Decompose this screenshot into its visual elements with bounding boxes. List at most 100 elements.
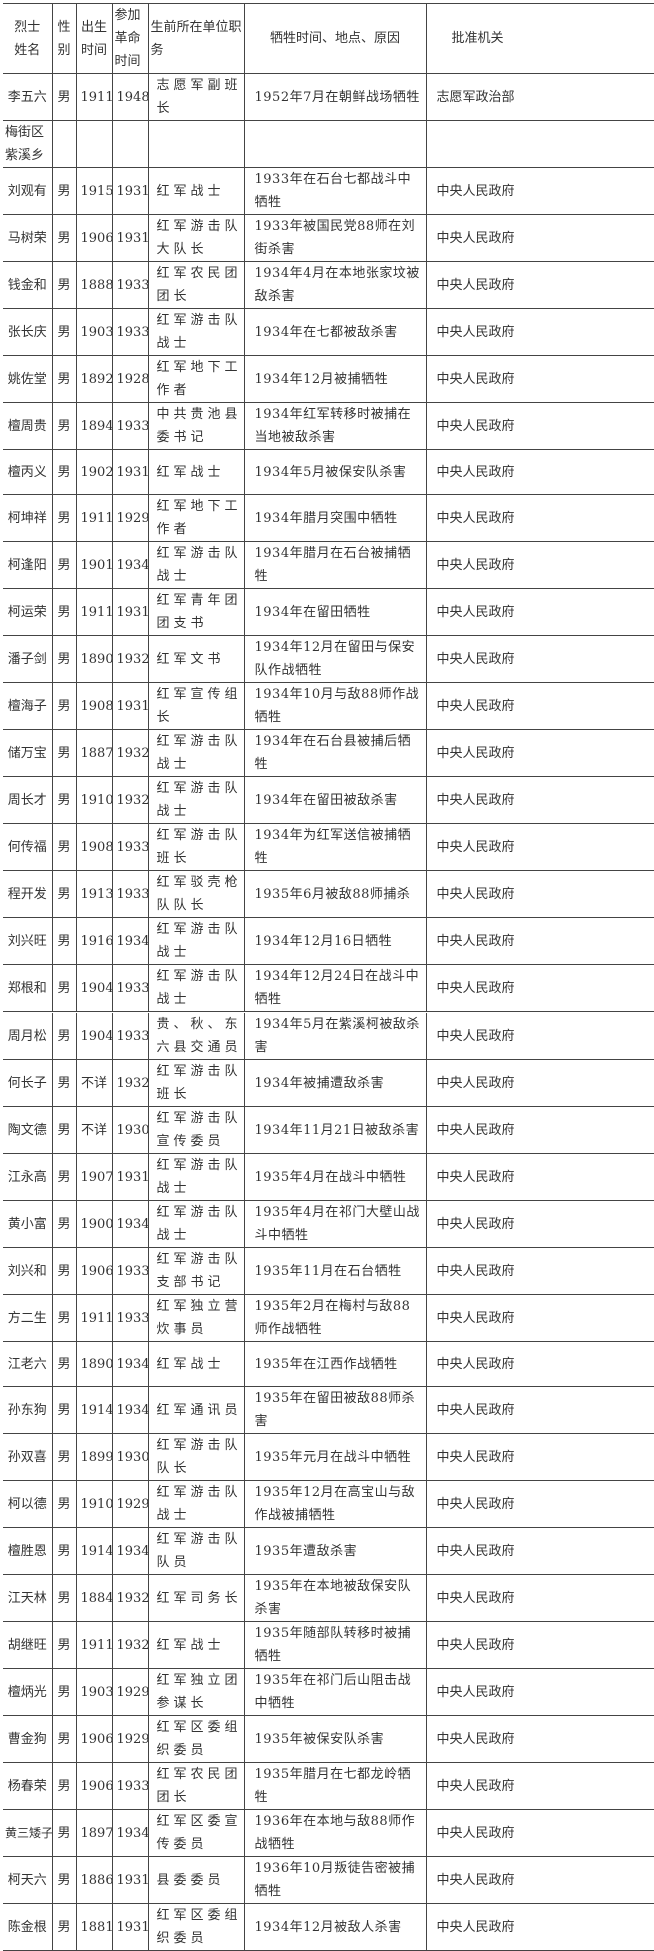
cell-death-details: 1936年10月叛徒告密被捕牺牲 <box>243 1856 426 1905</box>
cell-gender: 男 <box>51 1809 76 1858</box>
cell-birth-year: 1902 <box>75 449 112 496</box>
cell-death-details: 1934年被捕遭敌杀害 <box>243 1059 426 1107</box>
cell-birth-year: 1901 <box>75 541 112 590</box>
cell-approving-authority: 中央人民政府 <box>425 1668 654 1717</box>
cell-join-year: 1931 <box>111 1856 148 1905</box>
cell-position: 红军游击队战士 <box>147 1153 244 1201</box>
cell-position: 红军独立团参谋长 <box>147 1668 244 1717</box>
cell-name: 何传福 <box>3 823 52 872</box>
cell-position: 红军战士 <box>147 449 244 496</box>
cell-name: 刘兴旺 <box>3 917 52 966</box>
cell-join-year: 1934 <box>111 541 148 590</box>
cell-gender: 男 <box>51 1856 76 1905</box>
table-row: 陶文德男不详 1930 红军游击队宣传委员 1934年11月21日被敌杀害 中央人民政府 <box>3 1106 654 1154</box>
cell-gender: 男 <box>51 917 76 966</box>
cell-position: 红军地下工作者 <box>147 355 244 403</box>
cell-death-details: 1935年在留田被敌88师杀害 <box>243 1386 426 1435</box>
cell-approving-authority: 中央人民政府 <box>425 308 654 356</box>
cell-name: 周长才 <box>3 776 52 825</box>
cell-name: 张长庆 <box>3 308 52 356</box>
cell-birth-year: 1897 <box>75 1809 112 1858</box>
cell-birth-year: 1903 <box>75 308 112 356</box>
cell-death-details: 1934年12月16日牺牲 <box>243 917 426 966</box>
cell-gender: 男 <box>51 1433 76 1482</box>
cell-birth-year: 1884 <box>75 1574 112 1623</box>
cell-death-details: 1935年12月在高宝山与敌作战被捕牺牲 <box>243 1480 426 1529</box>
cell-name: 杨春荣 <box>3 1762 52 1811</box>
table-row: 江老六男 1890 1934 红军战士 1935年在江西作战牺牲 中央人民政府 <box>3 1341 654 1388</box>
cell-birth-year: 1904 <box>75 1013 112 1060</box>
cell-name: 马树荣 <box>3 214 52 262</box>
cell-gender: 男 <box>51 870 76 919</box>
table-row: 刘兴旺男 1916 1934 红军游击队战士 1934年12月16日牺牲 中央人民政府 <box>3 917 654 966</box>
cell-birth-year: 1911 <box>75 588 112 637</box>
cell-approving-authority: 中央人民政府 <box>425 1903 654 1951</box>
cell-gender: 男 <box>51 402 76 450</box>
cell-position: 贵、秋、东六县交通员 <box>147 1013 244 1060</box>
cell-name: 孙双喜 <box>3 1433 52 1482</box>
table-2-body: 周月松男 1904 1933 贵、秋、东六县交通员 1934年5月在紫溪柯被敌杀害 中央人… <box>3 1013 654 1951</box>
cell-death-details: 1935年6月被敌88师捕杀 <box>243 870 426 919</box>
cell-name: 曹金狗 <box>3 1715 52 1764</box>
header-join-year: 参加革命时间 <box>111 3 148 74</box>
cell-birth-year: 1886 <box>75 1856 112 1905</box>
cell-gender: 男 <box>51 1574 76 1623</box>
cell-death-details: 1934年腊月在石台被捕牺牲 <box>243 541 426 590</box>
table-row: 黄小富男 1900 1934 红军游击队战士 1935年4月在祁门大壁山战斗中牺牲 中央人… <box>3 1200 654 1248</box>
table-1-body: 李五六男 1911 1948 志愿军副班长 1952年7月在朝鲜战场牺牲 志愿军政治部 梅街… <box>3 73 654 1013</box>
cell-birth-year: 1892 <box>75 355 112 403</box>
cell-position: 红军区委宣传委员 <box>147 1809 244 1858</box>
cell-position: 中共贵池县委书记 <box>147 402 244 450</box>
martyrs-table-2: 周月松男 1904 1933 贵、秋、东六县交通员 1934年5月在紫溪柯被敌杀害 中央人… <box>3 1013 654 1951</box>
cell-approving-authority: 中央人民政府 <box>425 1386 654 1435</box>
cell-join-year: 1933 <box>111 308 148 356</box>
cell-approving-authority: 中央人民政府 <box>425 1200 654 1248</box>
cell-approving-authority: 中央人民政府 <box>425 355 654 403</box>
cell-gender: 男 <box>51 1153 76 1201</box>
cell-position: 红军游击队战士 <box>147 308 244 356</box>
cell-join-year: 1934 <box>111 917 148 966</box>
cell-approving-authority: 中央人民政府 <box>425 1480 654 1529</box>
cell-position: 红军游击队大队长 <box>147 214 244 262</box>
cell-join-year: 1932 <box>111 635 148 684</box>
cell-birth-year: 1881 <box>75 1903 112 1951</box>
cell-death-details: 1934年12月被捕牺牲 <box>243 355 426 403</box>
cell-gender: 男 <box>51 1527 76 1576</box>
cell-name: 方二生 <box>3 1294 52 1342</box>
table-row: 潘子剑男 1890 1932 红军文书 1934年12月在留田与保安队作战牺牲 中央人民政… <box>3 635 654 684</box>
cell-join-year: 1929 <box>111 1480 148 1529</box>
cell-death-details: 1935年腊月在七都龙岭牺牲 <box>243 1762 426 1811</box>
cell-join-year: 1948 <box>111 73 148 121</box>
cell-gender: 男 <box>51 588 76 637</box>
cell-birth-year: 1888 <box>75 261 112 309</box>
table-row: 檀海子男 1908 1931 红军宣传组长 1934年10月与敌88师作战牺牲 中央人民政… <box>3 682 654 731</box>
cell-position: 红军游击队队长 <box>147 1433 244 1482</box>
table-row: 胡继旺男 1911 1932 红军战士 1935年随部队转移时被捕牺牲 中央人民政府 <box>3 1621 654 1670</box>
table-row: 钱金和男 1888 1933 红军农民团团长 1934年4月在本地张家坟被敌杀害 中央人民… <box>3 261 654 309</box>
cell-birth-year: 1899 <box>75 1433 112 1482</box>
cell-position: 红军文书 <box>147 635 244 684</box>
table-row: 方二生男 1911 1933 红军独立营炊事员 1935年2月在梅村与敌88师作战牺牲中… <box>3 1294 654 1342</box>
cell-birth-year: 1913 <box>75 870 112 919</box>
cell-gender: 男 <box>51 167 76 215</box>
cell-join-year: 1931 <box>111 214 148 262</box>
cell-birth-year: 1916 <box>75 917 112 966</box>
cell-name: 檀胜恩 <box>3 1527 52 1576</box>
cell-join-year: 1930 <box>111 1433 148 1482</box>
table-row: 周长才男 1910 1932 红军游击队战士 1934年在留田被敌杀害 中央人民政府 <box>3 776 654 825</box>
table-row: 杨春荣男 1906 1933 红军农民团团长 1935年腊月在七都龙岭牺牲 中央人民政府 <box>3 1762 654 1811</box>
cell-join-year: 1929 <box>111 1668 148 1717</box>
cell-position: 红军地下工作者 <box>147 494 244 543</box>
cell-name: 江老六 <box>3 1341 52 1388</box>
header-name: 烈士姓名 <box>3 3 52 74</box>
cell-position: 红军游击队战士 <box>147 1200 244 1248</box>
cell-death-details: 1933年在石台七都战斗中牺牲 <box>243 167 426 215</box>
cell-death-details: 1935年在本地被敌保安队杀害 <box>243 1574 426 1623</box>
header-position: 生前所在单位职务 <box>147 3 244 74</box>
cell-death-details: 1936年在本地与敌88师作战牺牲 <box>243 1809 426 1858</box>
cell-approving-authority: 中央人民政府 <box>425 682 654 731</box>
cell-name: 储万宝 <box>3 729 52 778</box>
cell-position: 县委委员 <box>147 1856 244 1905</box>
header-gender: 性别 <box>51 3 76 74</box>
cell-gender: 男 <box>51 1762 76 1811</box>
